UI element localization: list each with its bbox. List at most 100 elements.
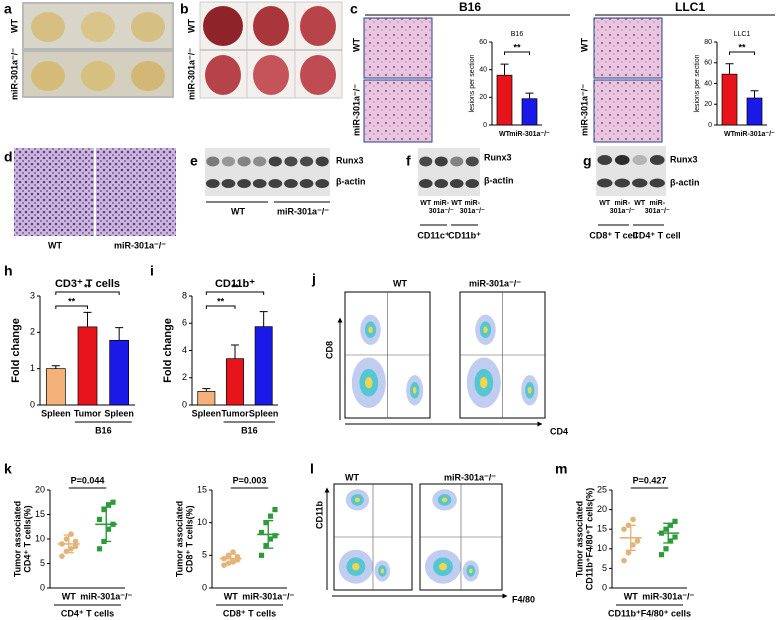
y-tick-label: 2 (30, 327, 35, 337)
point (272, 507, 278, 513)
x-tick-label: Spleen (104, 408, 134, 418)
blot-band (300, 156, 314, 167)
plot-header: WT (345, 472, 359, 482)
bar (254, 326, 273, 406)
y-tick-label: 6 (182, 318, 187, 328)
y-tick-label: 40 (704, 80, 712, 87)
point (68, 546, 74, 552)
y-axis-label: CD4⁺ T cells(%) (22, 505, 32, 572)
x-tick-label: Tumor (74, 408, 102, 418)
axis-label: CD4 (550, 426, 568, 436)
flow-cloud (354, 497, 360, 503)
flow-cloud (438, 562, 447, 571)
blot-band (449, 179, 464, 189)
y-tick-label: 15 (35, 509, 45, 519)
point (630, 542, 636, 548)
x-axis-label: CD8⁺ T cells (223, 608, 276, 618)
caption: WT (48, 240, 62, 250)
blot-band (299, 179, 314, 189)
panel-label: e (190, 153, 198, 169)
y-tick-label: 60 (479, 39, 487, 46)
row-label: WT (579, 38, 589, 52)
band-label: Runx3 (484, 152, 512, 162)
panel-label: b (180, 1, 189, 17)
blot-band (221, 156, 235, 167)
x-axis-label: CD11b⁺F4/80⁺ cells (608, 608, 691, 618)
band-label: Runx3 (670, 154, 698, 164)
significance-bracket (205, 291, 265, 295)
x-tick-label: WT (624, 591, 638, 601)
y-tick-label: 40 (479, 67, 487, 74)
plot-header: miR-301a⁻/⁻ (469, 278, 521, 288)
annotation: P=0.044 (71, 475, 105, 485)
chart-title: B16 (511, 31, 524, 38)
bar (109, 339, 130, 406)
group-label: CD8⁺ T cell (589, 230, 637, 240)
blot-band (221, 179, 236, 189)
y-axis-label: Tumor associated (574, 501, 584, 577)
lane-label: miR- (614, 200, 630, 207)
blot-band (614, 178, 630, 188)
point (267, 513, 274, 519)
row-label: miR-301a⁻/⁻ (9, 48, 19, 100)
error-bar (83, 311, 92, 327)
point (101, 507, 107, 513)
histology (363, 17, 663, 143)
significance: ** (217, 296, 225, 306)
y-tick-label: 5 (202, 550, 207, 560)
y-tick-label: 60 (704, 60, 712, 67)
y-tick-label: 8 (182, 290, 187, 300)
significance-bracket (205, 305, 236, 309)
point (272, 533, 278, 539)
annotation: P=0.003 (233, 475, 267, 485)
sd-bar (225, 553, 236, 564)
blot-band (205, 179, 220, 189)
blot-band (450, 156, 464, 167)
row-label: miR-301a⁻/⁻ (351, 84, 361, 136)
y-tick-label: 10 (197, 517, 207, 527)
significance: ** (738, 42, 746, 52)
y-tick-label: 5 (602, 563, 607, 573)
x-tick-label: WT (62, 591, 76, 601)
significance-bracket (55, 291, 120, 295)
lane-label: miR- (649, 200, 665, 207)
band-label: β-actin (336, 176, 366, 186)
lane-label: 301a⁻/⁻ (460, 208, 485, 215)
significance: ** (68, 296, 76, 306)
error-bar (500, 63, 509, 76)
y-tick-label: 0 (202, 582, 207, 592)
lane-label: WT (599, 200, 611, 207)
y-tick-label: 0 (483, 122, 487, 129)
panel-label: g (583, 153, 592, 169)
axis-label: CD8 (324, 341, 334, 359)
y-axis-label: lesions per section (469, 54, 476, 112)
row-label: WT (186, 19, 196, 33)
y-tick-label: 0 (30, 399, 35, 409)
panel-label: i (150, 263, 154, 279)
flow-cloud (412, 386, 417, 394)
y-axis-label: CD8⁺ T cells(%) (184, 505, 194, 572)
point (258, 552, 265, 558)
y-tick-label: 1 (30, 363, 35, 373)
point (96, 546, 103, 552)
point (663, 546, 669, 552)
significance: ** (513, 42, 521, 52)
x-tick-label: miR-301a⁻/⁻ (642, 591, 694, 601)
y-axis-label: Tumor associated (174, 501, 184, 577)
blot-band (252, 179, 267, 189)
point (630, 516, 636, 523)
y-tick-label: 20 (704, 101, 712, 108)
point (59, 553, 65, 559)
y-tick-label: 20 (35, 484, 45, 494)
lane-label: WT (420, 200, 432, 207)
point (634, 538, 641, 544)
point (63, 536, 70, 542)
point (72, 538, 79, 545)
point (672, 534, 678, 540)
group-label: CD11b⁺ (448, 230, 481, 240)
panel-label: d (4, 149, 13, 165)
flow-cloud (527, 386, 532, 394)
error-bar (51, 365, 60, 369)
y-tick-label: 10 (597, 543, 607, 553)
error-bar (259, 311, 268, 327)
